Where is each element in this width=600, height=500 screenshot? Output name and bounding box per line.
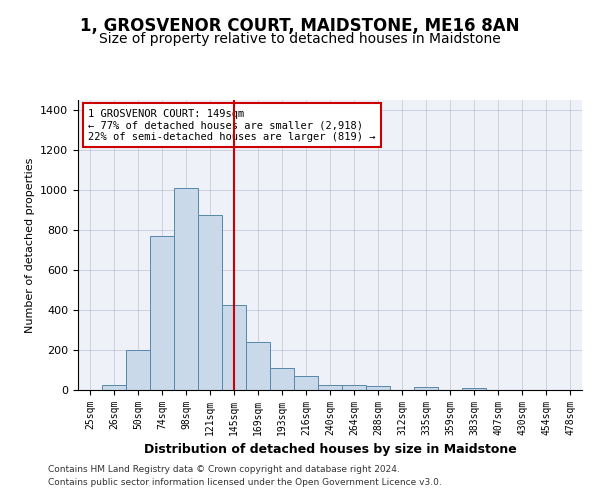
Bar xyxy=(462,388,486,390)
Text: Contains HM Land Registry data © Crown copyright and database right 2024.: Contains HM Land Registry data © Crown c… xyxy=(48,466,400,474)
Bar xyxy=(198,215,222,390)
Bar xyxy=(126,350,150,390)
Bar xyxy=(102,385,126,390)
Bar xyxy=(174,188,198,390)
Y-axis label: Number of detached properties: Number of detached properties xyxy=(25,158,35,332)
Bar xyxy=(222,305,246,390)
Bar xyxy=(150,236,174,390)
Bar xyxy=(318,385,342,390)
Text: Size of property relative to detached houses in Maidstone: Size of property relative to detached ho… xyxy=(99,32,501,46)
X-axis label: Distribution of detached houses by size in Maidstone: Distribution of detached houses by size … xyxy=(143,444,517,456)
Text: 1 GROSVENOR COURT: 149sqm
← 77% of detached houses are smaller (2,918)
22% of se: 1 GROSVENOR COURT: 149sqm ← 77% of detac… xyxy=(88,108,376,142)
Bar xyxy=(342,385,366,390)
Bar xyxy=(294,376,318,390)
Bar xyxy=(270,368,294,390)
Text: Contains public sector information licensed under the Open Government Licence v3: Contains public sector information licen… xyxy=(48,478,442,487)
Bar xyxy=(246,342,270,390)
Text: 1, GROSVENOR COURT, MAIDSTONE, ME16 8AN: 1, GROSVENOR COURT, MAIDSTONE, ME16 8AN xyxy=(80,18,520,36)
Bar xyxy=(366,386,390,390)
Bar xyxy=(414,387,438,390)
